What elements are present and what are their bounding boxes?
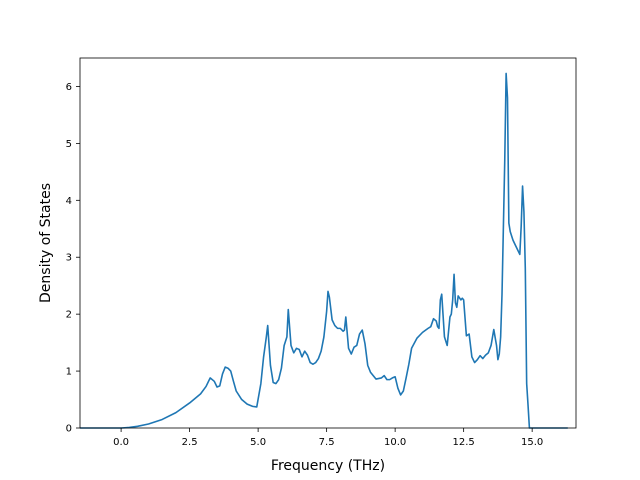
y-tick-label: 3: [66, 253, 72, 264]
x-tick-label: 15.0: [521, 437, 543, 448]
x-axis-label: Frequency (THz): [271, 458, 385, 474]
dos-series-line: [80, 72, 568, 429]
y-tick-label: 0: [66, 424, 72, 435]
x-axis-ticks: 0.0 2.5 5.0 7.5 10.0 12.5 15.0: [113, 428, 543, 448]
x-tick-label: 2.5: [182, 437, 198, 448]
y-axis-label: Density of States: [38, 183, 54, 303]
y-tick-label: 1: [66, 367, 72, 378]
y-axis-ticks: 0 1 2 3 4 5 6: [66, 82, 80, 435]
x-tick-label: 0.0: [113, 437, 129, 448]
x-tick-label: 5.0: [250, 437, 266, 448]
x-tick-label: 10.0: [384, 437, 406, 448]
x-tick-label: 12.5: [453, 437, 475, 448]
y-tick-label: 6: [66, 82, 72, 93]
x-tick-label: 7.5: [319, 437, 335, 448]
y-tick-label: 5: [66, 139, 72, 150]
y-tick-label: 4: [66, 196, 72, 207]
axes-frame: [79, 57, 577, 429]
y-tick-label: 2: [66, 310, 72, 321]
plot-area: [80, 72, 568, 429]
